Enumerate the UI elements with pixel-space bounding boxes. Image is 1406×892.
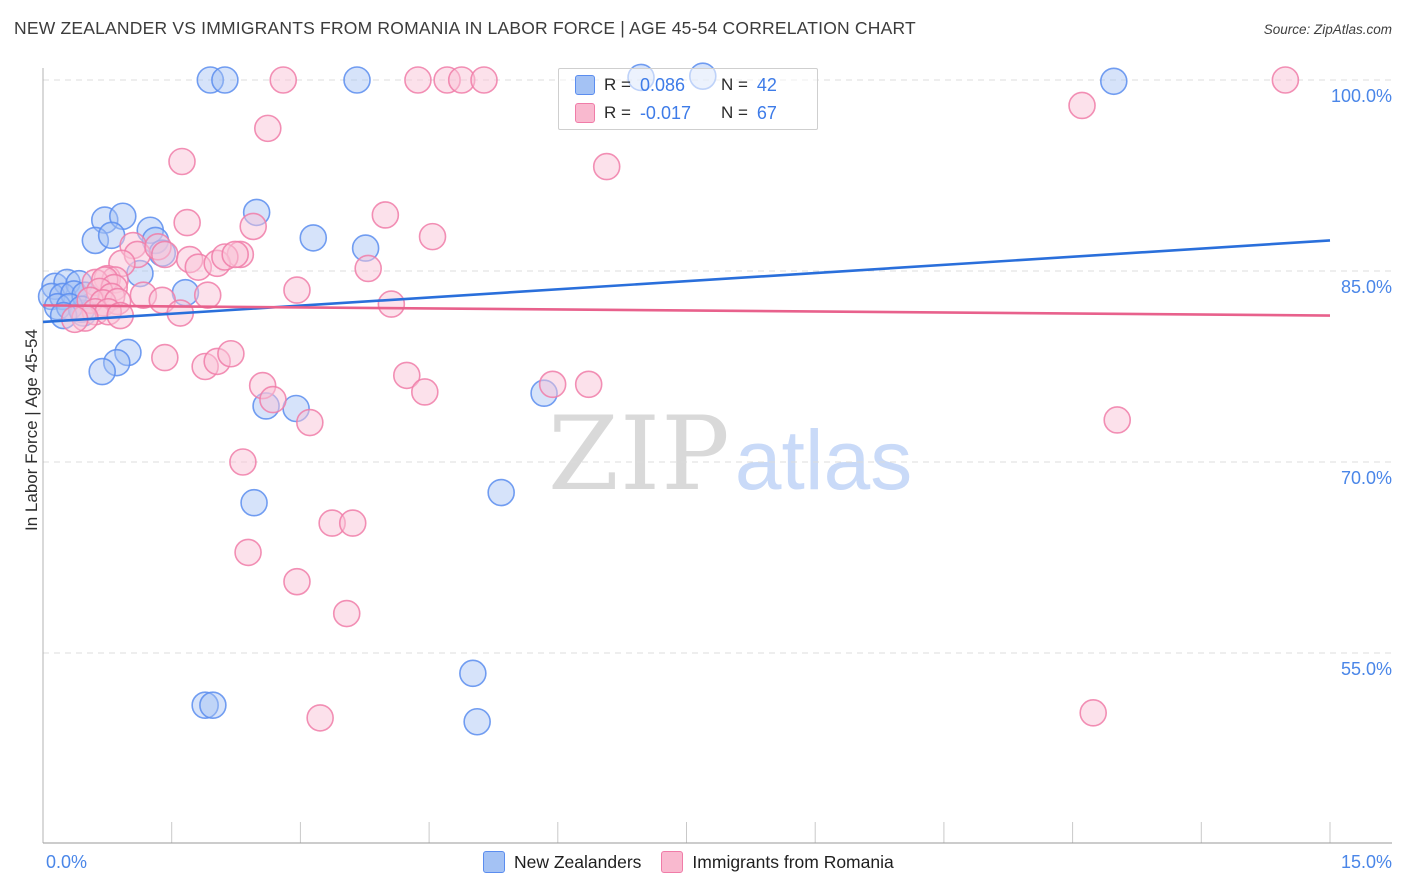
data-point-immigrants-romania[interactable] — [538, 370, 567, 399]
n-value-pink: 67 — [756, 102, 777, 123]
data-point-immigrants-romania[interactable] — [418, 222, 447, 251]
data-point-immigrants-romania[interactable] — [1068, 91, 1096, 120]
x-tick-label-max: 15.0% — [1340, 852, 1392, 872]
data-point-immigrants-romania[interactable] — [404, 66, 432, 94]
data-point-new-zealanders[interactable] — [81, 226, 110, 255]
y-tick-label-85: 85.0% — [1340, 277, 1392, 297]
data-point-immigrants-romania[interactable] — [354, 254, 382, 283]
pink-series-swatch — [575, 103, 595, 123]
data-point-new-zealanders[interactable] — [196, 66, 225, 94]
data-point-immigrants-romania[interactable] — [253, 114, 282, 143]
n-value-blue: 42 — [756, 74, 777, 95]
data-point-new-zealanders[interactable] — [90, 206, 119, 234]
r-label: R = — [604, 75, 631, 94]
data-point-immigrants-romania[interactable] — [574, 370, 603, 399]
data-point-new-zealanders[interactable] — [199, 691, 227, 719]
data-point-immigrants-romania[interactable] — [173, 208, 201, 237]
data-point-immigrants-romania[interactable] — [193, 281, 222, 309]
data-point-new-zealanders[interactable] — [299, 224, 328, 252]
data-point-immigrants-romania[interactable] — [377, 290, 406, 318]
data-point-immigrants-romania[interactable] — [306, 704, 334, 732]
data-point-immigrants-romania[interactable] — [217, 339, 245, 368]
n-label: N = — [720, 103, 748, 122]
data-point-immigrants-romania[interactable] — [283, 567, 311, 596]
x-tick-label-min: 0.0% — [46, 852, 88, 872]
y-axis-title: In Labor Force | Age 45-54 — [22, 329, 41, 531]
legend-item-new-zealanders: New Zealanders — [483, 851, 641, 873]
data-point-immigrants-romania[interactable] — [411, 378, 439, 406]
data-point-immigrants-romania[interactable] — [392, 361, 421, 390]
r-value-pink: -0.017 — [639, 102, 691, 123]
data-point-new-zealanders[interactable] — [487, 478, 515, 507]
data-point-immigrants-romania[interactable] — [283, 276, 311, 304]
data-point-immigrants-romania[interactable] — [592, 152, 621, 181]
data-point-new-zealanders[interactable] — [88, 357, 117, 386]
data-point-immigrants-romania[interactable] — [1079, 699, 1107, 727]
data-point-immigrants-romania[interactable] — [1271, 66, 1300, 94]
data-point-new-zealanders[interactable] — [191, 691, 219, 719]
trend-line-immigrants-romania — [42, 304, 1331, 317]
pink-legend-swatch — [661, 851, 684, 873]
y-tick-label-70: 70.0% — [1340, 468, 1392, 488]
data-point-immigrants-romania[interactable] — [296, 408, 324, 437]
data-point-immigrants-romania[interactable] — [221, 240, 249, 269]
data-point-immigrants-romania[interactable] — [371, 201, 400, 229]
data-point-new-zealanders[interactable] — [114, 338, 142, 367]
stats-legend-row-nz: R = 0.086 N = 42 — [575, 73, 817, 97]
series-legend: New Zealanders Immigrants from Romania — [483, 851, 894, 873]
data-point-immigrants-romania[interactable] — [1103, 406, 1132, 434]
y-tick-label-55: 55.0% — [1340, 659, 1392, 679]
data-point-immigrants-romania[interactable] — [168, 147, 196, 176]
y-tick-label-100: 100.0% — [1330, 86, 1392, 106]
stats-legend: R = 0.086 N = 42 R = -0.017 N = 67 — [558, 68, 818, 130]
data-point-new-zealanders[interactable] — [1099, 67, 1128, 96]
data-point-immigrants-romania[interactable] — [259, 385, 287, 414]
data-point-immigrants-romania[interactable] — [338, 509, 367, 537]
data-point-new-zealanders[interactable] — [211, 66, 239, 94]
data-point-new-zealanders[interactable] — [102, 348, 131, 377]
data-point-immigrants-romania[interactable] — [470, 66, 498, 94]
n-label: N = — [720, 75, 748, 94]
blue-series-swatch — [575, 75, 595, 95]
blue-legend-swatch — [483, 851, 505, 873]
data-point-immigrants-romania[interactable] — [151, 343, 179, 372]
data-point-new-zealanders[interactable] — [343, 66, 371, 94]
data-point-immigrants-romania[interactable] — [234, 538, 262, 567]
legend-label: Immigrants from Romania — [692, 851, 894, 872]
data-point-immigrants-romania[interactable] — [239, 212, 268, 241]
data-point-new-zealanders[interactable] — [459, 659, 487, 688]
data-point-new-zealanders[interactable] — [240, 488, 268, 517]
r-value-blue: 0.086 — [639, 74, 685, 95]
data-point-new-zealanders[interactable] — [463, 707, 491, 736]
legend-label: New Zealanders — [514, 851, 642, 872]
legend-item-immigrants-romania: Immigrants from Romania — [661, 851, 894, 873]
source-attribution: Source: ZipAtlas.com — [1263, 22, 1392, 37]
data-point-immigrants-romania[interactable] — [332, 599, 361, 628]
page-title: NEW ZEALANDER VS IMMIGRANTS FROM ROMANIA… — [14, 18, 916, 38]
data-point-immigrants-romania[interactable] — [229, 448, 257, 476]
r-label: R = — [604, 103, 631, 122]
stats-legend-row-romania: R = -0.017 N = 67 — [575, 101, 817, 125]
data-point-immigrants-romania[interactable] — [269, 66, 298, 94]
data-point-immigrants-romania[interactable] — [151, 240, 179, 269]
